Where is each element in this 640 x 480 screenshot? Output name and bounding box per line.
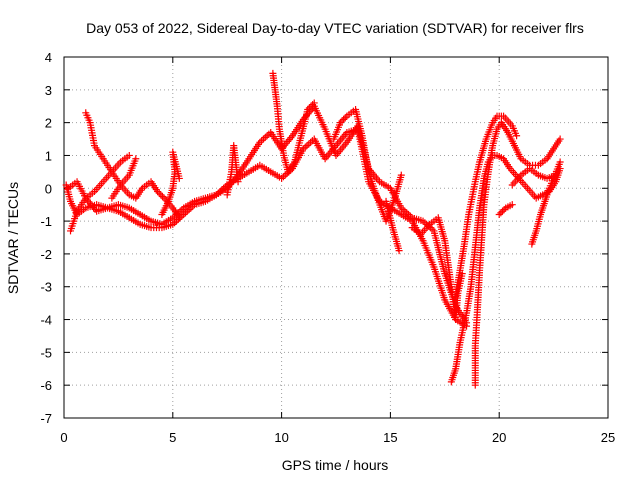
x-tick-label: 5 <box>169 430 176 445</box>
y-tick-label: 3 <box>45 83 52 98</box>
data-point <box>508 201 516 209</box>
data-point <box>155 189 163 197</box>
series-trace-5 <box>108 155 140 202</box>
data-point <box>132 155 140 163</box>
x-tick-label: 25 <box>601 430 615 445</box>
data-point <box>305 140 313 148</box>
series-trace-13 <box>471 119 564 389</box>
data-point <box>125 151 133 159</box>
series-trace-7 <box>223 142 242 199</box>
y-tick-label: 2 <box>45 116 52 131</box>
data-point <box>309 101 317 109</box>
data-points <box>62 69 564 389</box>
data-point <box>552 171 560 179</box>
data-point <box>304 106 312 114</box>
data-point <box>500 206 508 214</box>
data-point <box>154 188 162 196</box>
data-point <box>307 138 315 146</box>
series-trace-4 <box>64 102 471 327</box>
data-point <box>498 207 506 215</box>
data-point <box>497 209 505 217</box>
data-point <box>263 132 271 140</box>
series-trace-3 <box>67 151 133 235</box>
y-tick-label: -1 <box>40 214 52 229</box>
data-point <box>305 104 313 112</box>
data-point <box>556 158 564 166</box>
x-tick-label: 0 <box>60 430 67 445</box>
data-point <box>157 191 165 199</box>
series-trace-14 <box>452 112 521 301</box>
data-point <box>180 211 188 219</box>
x-tick-label: 10 <box>274 430 288 445</box>
data-point <box>338 117 346 125</box>
data-point <box>303 142 311 150</box>
data-point <box>495 211 503 219</box>
series-trace-8 <box>269 69 318 176</box>
data-point <box>183 207 191 215</box>
data-point <box>181 209 189 217</box>
data-point <box>307 102 315 110</box>
data-point <box>336 119 344 127</box>
axis-tick-labels: 0 5 10 15 20 25 -7 -6 -5 -4 -3 -2 -1 0 1 2 3 4 <box>40 50 615 445</box>
x-tick-label: 20 <box>492 430 506 445</box>
data-point <box>513 132 521 140</box>
data-point <box>340 115 348 123</box>
y-tick-label: 0 <box>45 181 52 196</box>
data-point <box>158 192 166 200</box>
data-point <box>310 99 318 107</box>
y-tick-label: -2 <box>40 247 52 262</box>
data-point <box>175 174 183 182</box>
y-tick-label: 4 <box>45 50 52 65</box>
series-trace-12 <box>447 151 564 386</box>
y-tick-label: -7 <box>40 411 52 426</box>
grid-lines <box>64 57 608 418</box>
y-tick-label: -4 <box>40 313 52 328</box>
series-trace-16 <box>528 158 564 248</box>
data-point <box>397 171 405 179</box>
series-trace-10 <box>382 197 403 255</box>
y-tick-label: 1 <box>45 148 52 163</box>
series-trace-17 <box>508 165 560 189</box>
plot-frame <box>63 56 609 419</box>
data-point <box>556 135 564 143</box>
series-trace-15 <box>495 201 516 219</box>
data-point <box>341 114 349 122</box>
data-point <box>279 173 287 181</box>
y-tick-label: -3 <box>40 280 52 295</box>
data-point <box>234 178 242 186</box>
series-trace-9 <box>330 106 405 225</box>
series-trace-6 <box>158 148 183 219</box>
chart-title: Day 053 of 2022, Sidereal Day-to-day VTE… <box>86 20 584 36</box>
x-axis-label: GPS time / hours <box>282 457 389 473</box>
axis-ticks <box>63 56 609 419</box>
y-tick-label: -5 <box>40 345 52 360</box>
y-tick-label: -6 <box>40 378 52 393</box>
data-point <box>395 247 403 255</box>
x-tick-label: 15 <box>383 430 397 445</box>
data-point <box>261 133 269 141</box>
data-point <box>259 135 267 143</box>
data-point <box>258 137 266 145</box>
y-axis-label: SDTVAR / TECUs <box>5 182 21 294</box>
